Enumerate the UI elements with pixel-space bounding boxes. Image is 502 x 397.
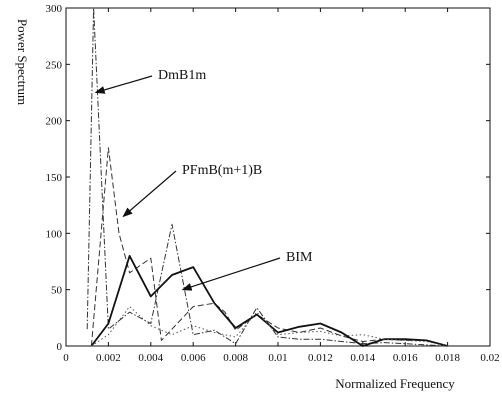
x-tick-label: 0.02 xyxy=(480,352,499,364)
y-tick-label: 300 xyxy=(46,3,63,15)
y-tick-label: 100 xyxy=(46,228,63,240)
x-tick-label: 0.01 xyxy=(268,352,287,364)
x-axis-title: Normalized Frequency xyxy=(335,376,455,391)
series-line-dmb1m xyxy=(86,7,448,347)
y-tick-label: 250 xyxy=(46,59,63,71)
annotation-label: DmB1m xyxy=(158,68,206,83)
series-line-pfmb-m-1-b xyxy=(90,147,448,347)
annotation-label: BIM xyxy=(286,250,313,265)
y-axis-title: Power Spectrum xyxy=(15,19,30,105)
x-tick-label: 0.004 xyxy=(138,352,163,364)
x-tick-label: 0.016 xyxy=(393,352,418,364)
x-tick-label: 0.002 xyxy=(96,352,121,364)
x-tick-label: 0.014 xyxy=(350,352,375,364)
annotation-arrow xyxy=(122,170,177,218)
y-tick-label: 200 xyxy=(46,116,63,128)
plot-frame xyxy=(65,7,491,347)
y-tick-label: 50 xyxy=(51,285,63,297)
y-tick-label: 0 xyxy=(57,341,63,353)
annotation-arrow xyxy=(94,75,153,94)
y-tick-label: 150 xyxy=(46,172,63,184)
series-line-bim xyxy=(90,254,448,347)
x-tick-label: 0.006 xyxy=(181,352,206,364)
annotation-arrow xyxy=(181,257,281,291)
x-tick-label: 0.012 xyxy=(308,352,333,364)
series-line-unlabeled-3 xyxy=(91,306,448,347)
x-tick-label: 0.008 xyxy=(223,352,248,364)
x-tick-label: 0 xyxy=(63,352,69,364)
x-axis: 0 0.002 0.004 0.006 0.008 0.01 0.012 0.014 0.016… xyxy=(63,8,500,364)
series-layer xyxy=(86,7,448,347)
y-axis: 0 50 100 150 200 250 300 xyxy=(46,3,490,353)
annotation-label: PFmB(m+1)B xyxy=(182,163,262,178)
annotations: DmB1m PFmB(m+1)B BIM xyxy=(94,68,313,291)
x-tick-label: 0.018 xyxy=(435,352,460,364)
